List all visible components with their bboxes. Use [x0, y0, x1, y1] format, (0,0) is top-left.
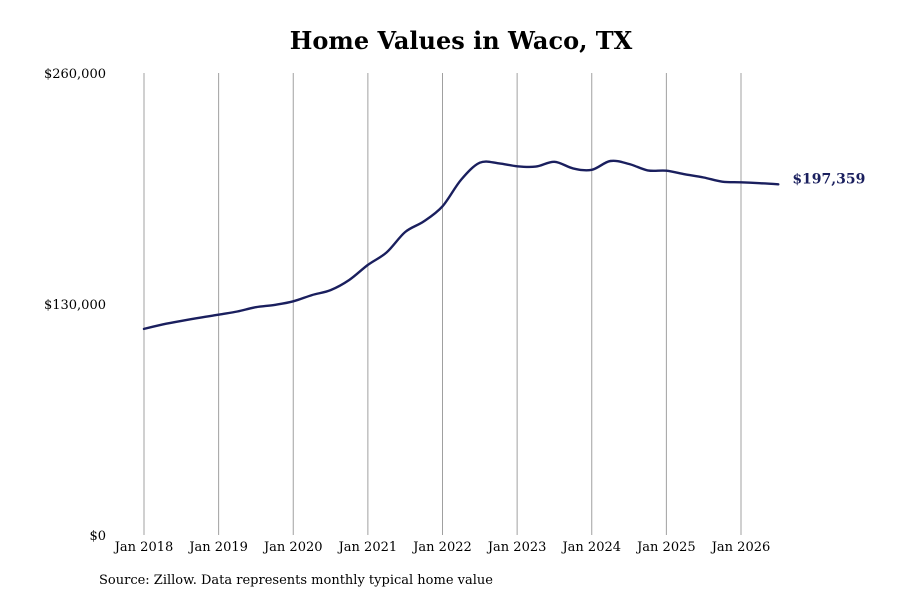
- x-tick-label: Jan 2025: [635, 540, 696, 555]
- x-tick-label: Jan 2019: [187, 540, 248, 555]
- gridlines: [143, 73, 742, 535]
- x-axis-ticks: Jan 2018 Jan 2019 Jan 2020 Jan 2021 Jan 2022…: [113, 540, 771, 555]
- source-note: Source: Zillow. Data represents monthly …: [99, 573, 493, 588]
- x-tick-label: Jan 2022: [411, 540, 472, 555]
- y-tick-label: $260,000: [44, 67, 106, 82]
- x-tick-label: Jan 2020: [262, 540, 323, 555]
- x-tick-label: Jan 2024: [560, 540, 621, 555]
- end-value-label: $197,359: [792, 171, 865, 187]
- chart-title: Home Values in Waco, TX: [289, 26, 633, 55]
- y-tick-label: $0: [89, 529, 106, 544]
- y-axis-ticks: $0 $130,000 $260,000: [44, 67, 106, 544]
- y-tick-label: $130,000: [44, 298, 106, 313]
- x-tick-label: Jan 2026: [710, 540, 771, 555]
- x-tick-label: Jan 2018: [113, 540, 174, 555]
- x-tick-label: Jan 2021: [337, 540, 398, 555]
- x-tick-label: Jan 2023: [486, 540, 547, 555]
- series-line: [142, 159, 780, 331]
